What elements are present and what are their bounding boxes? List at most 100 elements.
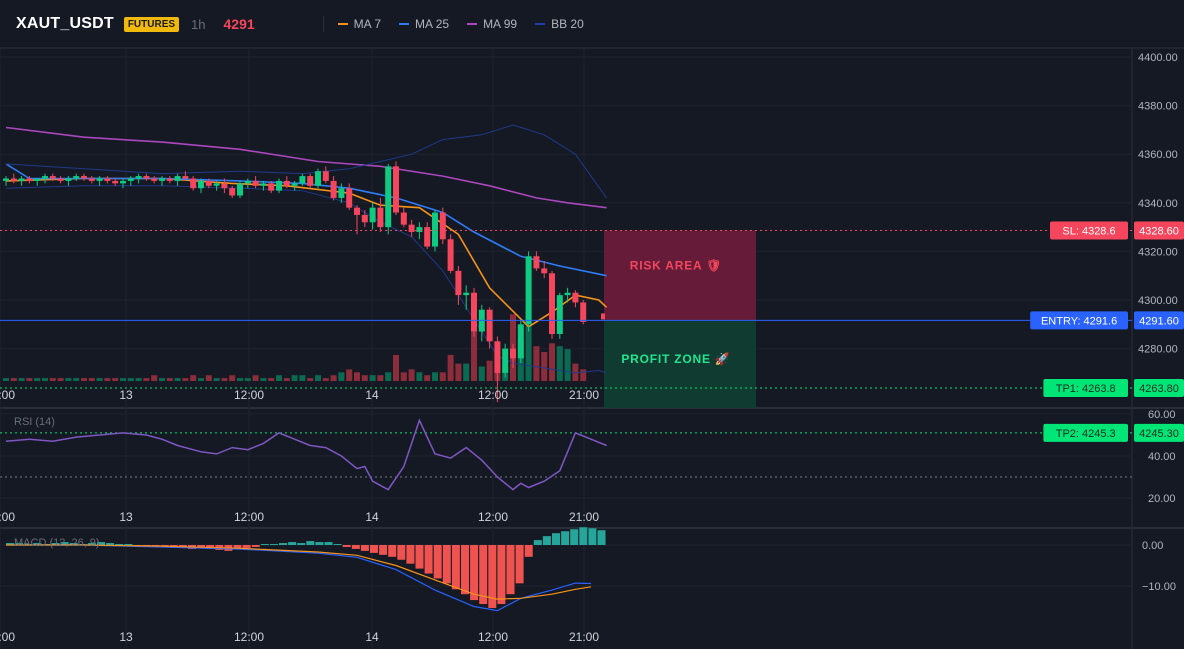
- trade-zones: RISK AREA 🛡 PROFIT ZONE 🚀: [604, 230, 756, 408]
- profit-zone-label: PROFIT ZONE 🚀: [621, 352, 730, 366]
- volume-bar: [49, 378, 56, 381]
- volume-bar: [525, 325, 532, 381]
- candle-body: [268, 183, 275, 191]
- candle-body: [96, 178, 103, 181]
- macd-histogram-bar: [197, 545, 206, 548]
- macd-histogram-bar: [561, 531, 570, 545]
- price-tick-label: 4400.00: [1138, 52, 1178, 64]
- macd-histogram-bar: [588, 528, 597, 545]
- time-tick-label: 21:00: [569, 388, 599, 402]
- volume-bar: [533, 346, 540, 381]
- timeframe-label[interactable]: 1h: [191, 16, 206, 32]
- volume-bar: [330, 375, 337, 381]
- candle-body: [307, 176, 314, 186]
- macd-histogram-bar: [269, 544, 278, 546]
- candle-body: [237, 183, 243, 196]
- level-axis-tag: [1134, 311, 1184, 330]
- macd-histogram-bar: [279, 543, 287, 545]
- volume-bar: [3, 378, 9, 381]
- candle-body: [104, 178, 111, 181]
- candle-body: [338, 188, 345, 198]
- macd-histogram-bar: [451, 545, 460, 590]
- candle-body: [34, 178, 41, 181]
- candle-body: [424, 227, 431, 247]
- candle-body: [159, 178, 165, 181]
- candle-body: [408, 224, 415, 232]
- macd-panel[interactable]: MACD (12, 26, 9): [6, 527, 606, 612]
- macd-histogram-bar: [433, 545, 442, 579]
- candle-body: [49, 176, 56, 179]
- candle-body: [221, 183, 228, 189]
- macd-tick-label: −10.00: [1142, 581, 1176, 593]
- candle-body: [198, 180, 204, 189]
- candle-body: [432, 212, 438, 247]
- volume-bar: [57, 378, 64, 381]
- macd-macd-line: [6, 544, 592, 612]
- candle-body: [393, 166, 399, 213]
- candle-body: [112, 180, 119, 184]
- candle-body: [205, 180, 212, 186]
- candle-body: [174, 176, 181, 181]
- legend-bb20[interactable]: BB 20: [535, 17, 584, 31]
- candle-body: [120, 180, 126, 184]
- volume-bar: [315, 375, 321, 381]
- legend-label: BB 20: [551, 17, 584, 31]
- volume-bar: [416, 372, 423, 381]
- macd-histogram-bar: [506, 545, 515, 595]
- rsi-title: RSI (14): [14, 416, 55, 428]
- candles[interactable]: [3, 161, 587, 403]
- macd-histogram-bar: [497, 545, 506, 605]
- macd-histogram-bar: [297, 543, 306, 545]
- macd-histogram-bar: [470, 545, 479, 601]
- level-axis-tag: [1134, 221, 1184, 240]
- legend-swatch: [337, 23, 348, 25]
- volume-bar: [549, 343, 555, 381]
- level-tag-label: ENTRY: 4291.6: [1041, 315, 1117, 327]
- candle-body: [525, 256, 532, 325]
- candle-body: [26, 178, 33, 181]
- macd-histogram-bar: [397, 545, 406, 560]
- header-divider: [322, 16, 324, 32]
- volume-bar: [268, 378, 275, 381]
- volume-bar: [346, 369, 353, 381]
- macd-histogram-bar: [360, 545, 369, 551]
- legend-ma99[interactable]: MA 99: [467, 17, 517, 31]
- candle-body: [517, 324, 524, 359]
- candle-body: [315, 171, 321, 186]
- macd-histogram-bar: [442, 545, 451, 584]
- rsi-panel[interactable]: RSI (14): [0, 416, 1132, 491]
- macd-histogram-bar: [388, 545, 397, 557]
- macd-histogram-bar: [524, 545, 533, 557]
- volume-bar: [42, 378, 48, 381]
- legend-ma25[interactable]: MA 25: [399, 17, 449, 31]
- candle-body: [213, 183, 220, 186]
- volume-bar: [424, 375, 431, 381]
- volume-bar: [400, 372, 407, 381]
- candle-body: [322, 171, 329, 181]
- macd-histogram-bar: [233, 545, 242, 549]
- time-tick-label: 12:00: [0, 510, 15, 524]
- macd-histogram-bar: [115, 544, 124, 546]
- volume-bar: [471, 331, 477, 381]
- volume-bar: [26, 378, 33, 381]
- volume-bar: [244, 378, 251, 381]
- macd-histogram-bar: [69, 543, 78, 545]
- time-tick-label: 14: [365, 630, 379, 644]
- price-tick-label: 4380.00: [1138, 101, 1178, 113]
- candle-body: [502, 348, 509, 373]
- candle-body: [182, 176, 189, 179]
- candle-body: [354, 207, 360, 215]
- symbol-name[interactable]: XAUT_USDT: [16, 15, 114, 32]
- rsi-tick-label: 60.00: [1148, 409, 1176, 421]
- candle-body: [276, 180, 282, 191]
- candle-body: [81, 176, 87, 179]
- candle-body: [463, 292, 470, 296]
- candle-body: [229, 188, 236, 196]
- candle-body: [135, 176, 142, 179]
- volume-bar: [104, 378, 111, 381]
- macd-histogram-bar: [251, 545, 260, 547]
- candle-body: [65, 178, 72, 181]
- volume-bar: [385, 372, 392, 381]
- legend-ma7[interactable]: MA 7: [337, 17, 381, 31]
